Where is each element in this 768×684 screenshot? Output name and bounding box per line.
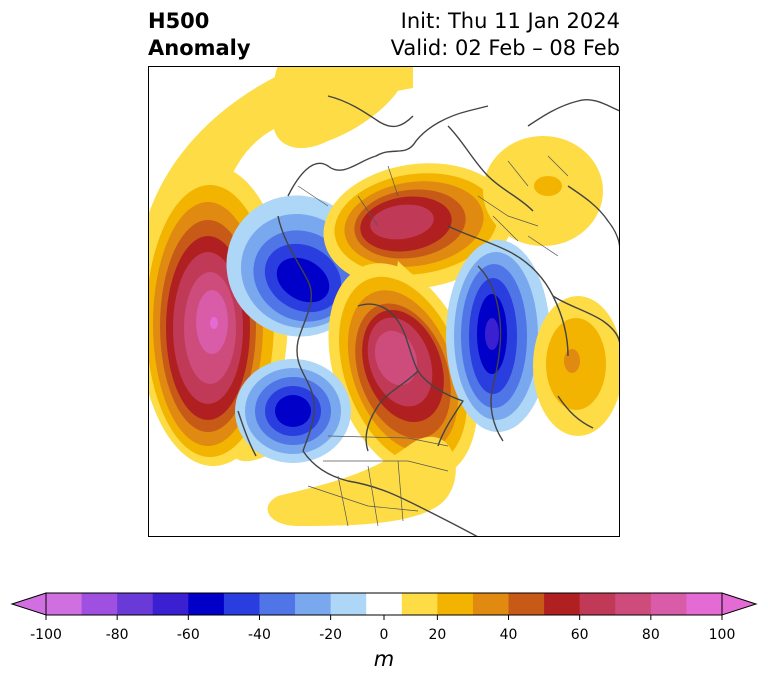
colorbar-unit: m bbox=[374, 647, 394, 671]
colorbar-bin bbox=[188, 593, 225, 615]
colorbar-bin bbox=[650, 593, 687, 615]
map-frame bbox=[148, 66, 620, 537]
colorbar-bin bbox=[366, 593, 403, 615]
colorbar-tick-label: -60 bbox=[177, 627, 200, 643]
colorbar-tick-label: -100 bbox=[30, 627, 62, 643]
colorbar-tick-label: 60 bbox=[571, 627, 589, 643]
colorbar-tick-label: 100 bbox=[709, 627, 736, 643]
field-name: H500 bbox=[148, 9, 210, 33]
borders-layer bbox=[297, 155, 569, 527]
colorbar-bin bbox=[401, 593, 438, 615]
ridge-east-3 bbox=[564, 349, 580, 373]
colorbar-bin bbox=[579, 593, 616, 615]
trough-west-5 bbox=[275, 395, 311, 427]
map-title: H500 Anomaly bbox=[148, 8, 251, 62]
coastlines-layer bbox=[237, 95, 620, 537]
colorbar-bin bbox=[544, 593, 581, 615]
colorbar-bin bbox=[259, 593, 296, 615]
colorbar-bin bbox=[686, 593, 723, 615]
colorbar-tick-label: -40 bbox=[248, 627, 271, 643]
colorbar-tick-label: 80 bbox=[642, 627, 660, 643]
colorbar-bin bbox=[472, 593, 510, 615]
colorbar-bin bbox=[615, 593, 652, 615]
colorbar-bin bbox=[295, 593, 332, 615]
colorbar-extend-low bbox=[10, 592, 47, 616]
positive-anomaly-south bbox=[267, 436, 456, 526]
colorbar: -100 -80 -60 -40 -20 0 20 40 60 80 100 m bbox=[10, 592, 758, 671]
map-dates: Init: Thu 11 Jan 2024 Valid: 02 Feb – 08… bbox=[391, 8, 620, 62]
colorbar-bin bbox=[330, 593, 367, 615]
valid-range: Valid: 02 Feb – 08 Feb bbox=[390, 36, 620, 60]
colorbar-bin bbox=[152, 593, 189, 615]
colorbar-bin bbox=[508, 593, 545, 615]
init-date: Init: Thu 11 Jan 2024 bbox=[400, 9, 620, 33]
positive-anomaly-north bbox=[273, 66, 410, 149]
colorbar-bin bbox=[223, 593, 260, 615]
ridge-central-7 bbox=[374, 330, 418, 386]
anomaly-map bbox=[148, 66, 620, 537]
trough-nw-5 bbox=[276, 257, 330, 303]
ridge-north-6 bbox=[370, 204, 434, 240]
colorbar-bin bbox=[437, 593, 474, 615]
colorbar-bins bbox=[10, 592, 758, 616]
colorbar-tick-label: 20 bbox=[428, 627, 446, 643]
ridge-west-9 bbox=[210, 317, 218, 329]
positive-anomaly-ne-core bbox=[534, 176, 562, 196]
colorbar-tick-label: -20 bbox=[319, 627, 342, 643]
colorbar-tick-label: 40 bbox=[500, 627, 518, 643]
colorbar-tick-label: -80 bbox=[106, 627, 129, 643]
anomaly-fill-layer bbox=[148, 66, 620, 526]
field-kind: Anomaly bbox=[148, 36, 251, 60]
colorbar-bin bbox=[81, 593, 118, 615]
colorbar-bin bbox=[46, 593, 83, 615]
colorbar-tick-label: 0 bbox=[380, 627, 389, 643]
colorbar-ticks: -100 -80 -60 -40 -20 0 20 40 60 80 100 bbox=[30, 615, 735, 643]
trough-east-6 bbox=[485, 318, 499, 350]
colorbar-extend-high bbox=[721, 592, 758, 616]
colorbar-bin bbox=[117, 593, 154, 615]
